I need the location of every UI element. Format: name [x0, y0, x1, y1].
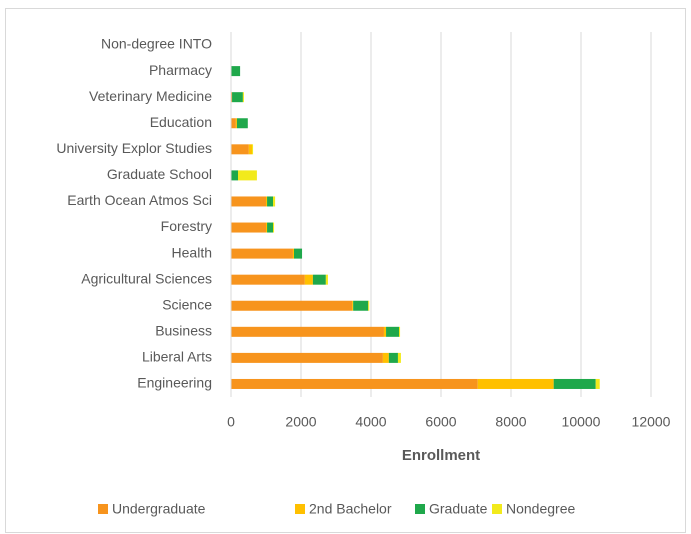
y-tick-label: Agricultural Sciences	[81, 270, 212, 286]
x-tick-label: 10000	[562, 414, 601, 430]
x-tick-label: 6000	[425, 414, 456, 430]
x-tick-label: 2000	[285, 414, 316, 430]
chart-frame	[5, 8, 686, 533]
legend-swatch	[295, 504, 305, 514]
bar-segment	[267, 196, 273, 207]
bar-segment	[267, 222, 273, 233]
bar-segment	[312, 274, 326, 285]
x-tick-label: 8000	[495, 414, 526, 430]
bar-segment	[231, 326, 384, 337]
bar-segment	[231, 274, 305, 285]
legend-label: Undergraduate	[112, 501, 206, 517]
bar-segment	[266, 196, 268, 207]
bar-segment	[383, 326, 387, 337]
y-tick-label: University Explor Studies	[56, 140, 212, 156]
bar-segment	[252, 144, 254, 155]
bar-segment	[595, 378, 600, 389]
bar-segment	[232, 92, 243, 103]
bar-segment	[231, 378, 478, 389]
bar-segment	[266, 222, 268, 233]
legend-swatch	[415, 504, 425, 514]
bar-segment	[231, 66, 241, 77]
x-tick-label: 4000	[355, 414, 386, 430]
bar-segment	[248, 144, 252, 155]
bar-segment	[397, 352, 401, 363]
bar-segment	[238, 170, 257, 181]
bar-segment	[273, 196, 276, 207]
legend-label: 2nd Bachelor	[309, 501, 392, 517]
bar-segment	[231, 248, 293, 259]
x-tick-label: 0	[227, 414, 235, 430]
bar-segment	[353, 300, 369, 311]
bar-segment	[235, 118, 237, 129]
bar-segment	[231, 222, 266, 233]
y-tick-label: Earth Ocean Atmos Sci	[67, 192, 212, 208]
y-tick-label: Non-degree INTO	[101, 36, 212, 52]
bar-segment	[382, 352, 389, 363]
bar-segment	[388, 352, 398, 363]
bar-segment	[304, 274, 313, 285]
y-tick-label: Graduate School	[107, 166, 212, 182]
legend-label: Nondegree	[506, 501, 575, 517]
bar-segment	[231, 92, 233, 103]
bar-segment	[399, 326, 401, 337]
bar-segment	[231, 352, 383, 363]
legend-label: Graduate	[429, 501, 488, 517]
bar-segment	[273, 222, 275, 233]
bar-segment	[477, 378, 554, 389]
bar-segment	[231, 196, 266, 207]
legend-swatch	[492, 504, 502, 514]
bar-segment	[242, 92, 244, 103]
bar-segment	[325, 274, 328, 285]
bar-segment	[368, 300, 370, 311]
bar-segment	[352, 300, 354, 311]
bar-segment	[553, 378, 596, 389]
y-tick-label: Forestry	[161, 218, 212, 234]
bar-segment	[236, 118, 248, 129]
y-tick-label: Veterinary Medicine	[89, 88, 212, 104]
bar-segment	[386, 326, 399, 337]
bar-segment	[231, 170, 238, 181]
bar-segment	[294, 248, 303, 259]
y-tick-label: Business	[155, 323, 212, 339]
x-tick-label: 12000	[632, 414, 671, 430]
bar-segment	[231, 300, 353, 311]
y-tick-label: Engineering	[137, 375, 212, 391]
bar-segment	[231, 118, 236, 129]
bar-segment	[231, 144, 249, 155]
y-tick-label: Health	[172, 244, 212, 260]
y-tick-label: Education	[150, 114, 212, 130]
y-tick-label: Liberal Arts	[142, 349, 212, 365]
x-axis-label: Enrollment	[402, 447, 480, 464]
bar-segment	[292, 248, 294, 259]
legend-swatch	[98, 504, 108, 514]
y-tick-label: Pharmacy	[149, 62, 212, 78]
y-tick-label: Science	[162, 296, 212, 312]
